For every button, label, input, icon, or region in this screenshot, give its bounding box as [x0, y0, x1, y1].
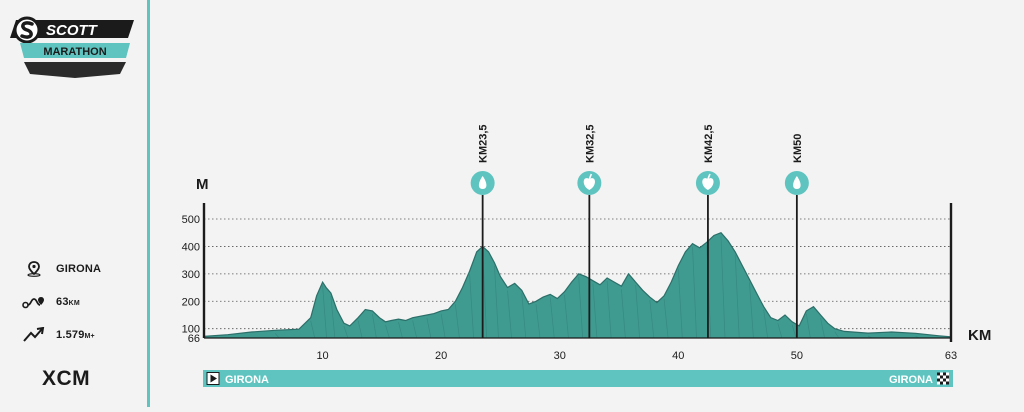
flag-cell [937, 376, 940, 379]
route-icon [22, 294, 46, 310]
x-tick-label: 20 [435, 350, 447, 362]
distance-unit: KM [69, 300, 80, 307]
distance-row: 63KM [22, 294, 80, 310]
flag-cell [937, 379, 940, 382]
route-finish-label: GIRONA [889, 374, 933, 386]
y-tick-label: 200 [182, 296, 200, 308]
flag-cell [940, 382, 943, 385]
location-text: GIRONA [56, 263, 101, 275]
x-tick-label: 40 [672, 350, 684, 362]
logo-text: SCOTT [46, 22, 99, 39]
flag-cell [943, 382, 946, 385]
x-tick-label: 10 [316, 350, 328, 362]
elevation-value: 1.579 [56, 329, 85, 341]
route-bar: GIRONA GIRONA [203, 370, 953, 387]
discipline-label: XCM [42, 367, 90, 391]
x-axis-title: KM [968, 327, 991, 344]
checkered-flag-icon [937, 373, 949, 385]
elevation-trend-icon [22, 327, 46, 343]
route-bar-background [203, 370, 953, 387]
sidebar: SCOTT MARATHON GIRONA 63KM 1.579M+ X [0, 0, 148, 407]
y-tick-label: 500 [182, 214, 200, 226]
x-tick-label: 63 [945, 350, 957, 362]
flag-cell [946, 382, 949, 385]
y-tick-label: 100 [182, 324, 200, 336]
y-tick-label: 300 [182, 269, 200, 281]
x-tick-label: 30 [554, 350, 566, 362]
flag-cell [940, 376, 943, 379]
profile-area-group [204, 233, 951, 338]
flag-cell [943, 373, 946, 376]
flag-cell [937, 373, 940, 376]
flag-cell [946, 379, 949, 382]
flag-cell [937, 382, 940, 385]
distance-value: 63 [56, 296, 69, 308]
flag-cell [940, 379, 943, 382]
flag-cell [946, 376, 949, 379]
y-tick-label: 400 [182, 241, 200, 253]
flag-cell [940, 373, 943, 376]
route-start-label: GIRONA [225, 374, 269, 386]
flag-cell [943, 376, 946, 379]
location-pin-icon [22, 261, 46, 277]
flag-cell [946, 373, 949, 376]
location-row: GIRONA [22, 261, 101, 277]
elevation-unit: M+ [85, 333, 95, 340]
elevation-row: 1.579M+ [22, 327, 95, 343]
checkpoint-label: KM32,5 [584, 124, 596, 163]
elevation-profile-area [204, 233, 951, 338]
checkpoint-label: KM23,5 [478, 124, 490, 163]
x-tick-label: 50 [791, 350, 803, 362]
scott-marathon-logo: SCOTT MARATHON [10, 14, 136, 78]
logo-event-name: MARATHON [43, 46, 106, 58]
checkpoint-label: KM42,5 [703, 124, 715, 163]
flag-cell [943, 379, 946, 382]
y-axis-title: M [196, 176, 209, 193]
checkpoint-label: KM50 [792, 134, 804, 163]
